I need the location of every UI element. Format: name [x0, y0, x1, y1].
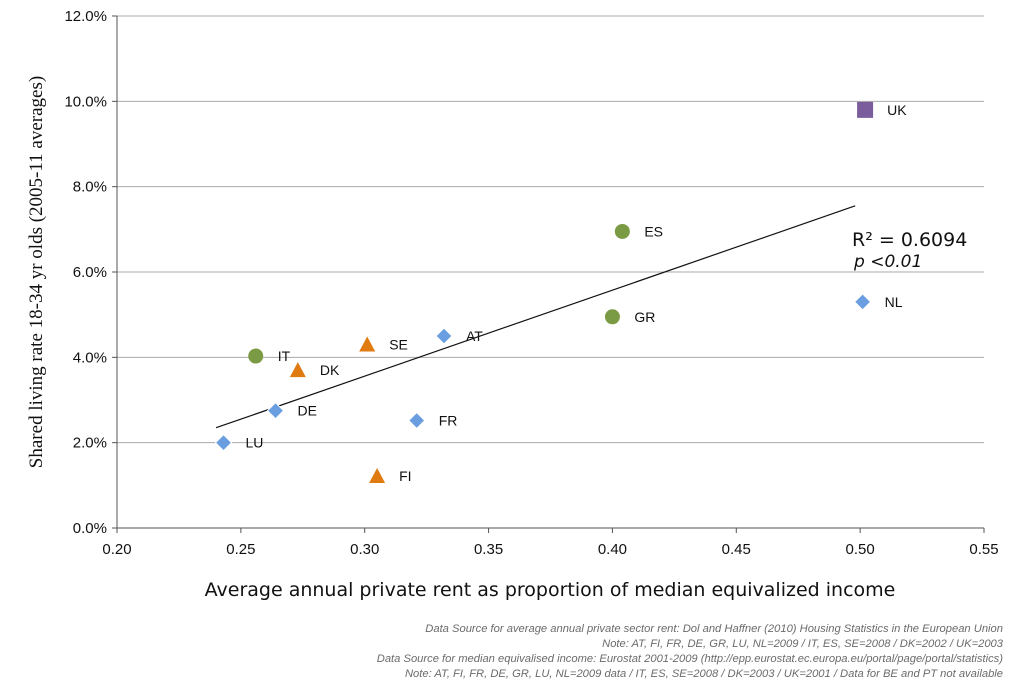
point-dk — [289, 362, 306, 378]
point-label-de: DE — [298, 403, 317, 419]
x-tick-label: 0.55 — [969, 541, 998, 558]
x-tick-label: 0.30 — [350, 541, 379, 558]
y-tick-label: 0.0% — [73, 520, 107, 537]
scatter-chart: 0.0%2.0%4.0%6.0%8.0%10.0%12.0% 0.20 0.25 0… — [26, 8, 999, 601]
point-se — [359, 336, 376, 352]
point-label-es: ES — [644, 223, 663, 239]
point-label-nl: NL — [885, 294, 903, 310]
x-tick-label: 0.40 — [598, 541, 627, 558]
trendline — [215, 205, 856, 429]
point-fr — [408, 411, 426, 430]
point-label-uk: UK — [887, 102, 907, 118]
point-de — [266, 401, 285, 420]
point-label-fr: FR — [439, 412, 458, 428]
point-nl — [853, 293, 872, 311]
x-tick-labels: 0.20 0.25 0.30 0.35 0.40 0.45 0.50 0.55 — [102, 541, 998, 558]
y-tick-label: 4.0% — [73, 349, 107, 366]
point-label-fi: FI — [399, 468, 411, 484]
r-squared-annotation: R² = 0.6094 — [852, 229, 967, 251]
point-at — [435, 327, 453, 345]
point-label-it: IT — [278, 348, 291, 364]
x-axis-label: Average annual private rent as proportio… — [205, 579, 896, 601]
x-tick-label: 0.25 — [226, 541, 255, 558]
point-label-lu: LU — [246, 435, 264, 451]
x-tick-label: 0.35 — [474, 541, 503, 558]
y-axis-label: Shared living rate 18-34 yr olds (2005-1… — [26, 76, 47, 468]
point-gr — [604, 309, 620, 325]
y-tick-label: 8.0% — [73, 179, 107, 196]
point-label-se: SE — [389, 337, 408, 353]
p-value-annotation: p <0.01 — [853, 252, 922, 272]
point-it — [248, 348, 264, 364]
point-labels: UK ES GR IT NL AT DE FR LU SE DK FI — [246, 102, 908, 484]
x-tick-label: 0.20 — [102, 541, 131, 558]
x-tick-label: 0.45 — [722, 541, 751, 558]
point-es — [614, 223, 630, 239]
point-label-gr: GR — [634, 309, 655, 325]
note-line-3: Data Source for median equivalised incom… — [376, 653, 1003, 665]
point-label-dk: DK — [320, 362, 340, 378]
data-points — [214, 101, 874, 483]
x-tick-label: 0.50 — [846, 541, 875, 558]
y-tick-label: 6.0% — [73, 264, 107, 281]
axes — [112, 15, 985, 533]
point-label-at: AT — [466, 328, 483, 344]
note-line-2: Note: AT, FI, FR, DE, GR, LU, NL=2009 / … — [602, 638, 1003, 650]
point-lu — [214, 433, 233, 452]
y-tick-labels: 0.0% 2.0% 4.0% 6.0% 8.0% 10.0% 12.0% — [64, 8, 107, 537]
note-line-1: Data Source for average annual private s… — [425, 623, 1003, 635]
y-tick-label: 2.0% — [73, 435, 107, 452]
note-line-4: Note: AT, FI, FR, DE, GR, LU, NL=2009 da… — [404, 668, 1003, 680]
y-tick-label: 10.0% — [64, 93, 107, 110]
point-fi — [369, 467, 386, 483]
y-tick-label: 12.0% — [64, 8, 107, 25]
trendline-group — [215, 205, 856, 429]
data-source-notes: Data Source for average annual private s… — [243, 622, 1003, 682]
point-uk — [857, 101, 874, 118]
